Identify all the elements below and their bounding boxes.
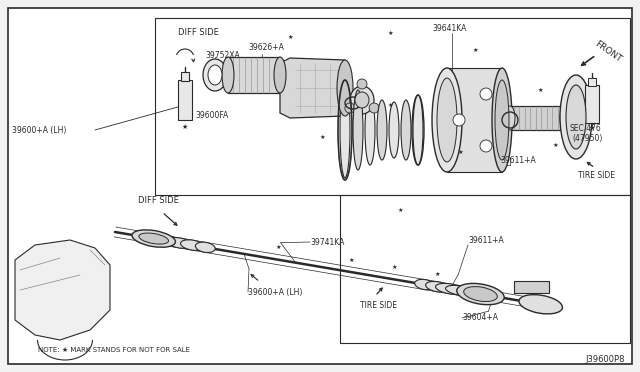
Bar — [510, 106, 565, 130]
Polygon shape — [280, 58, 345, 118]
Bar — [340, 195, 630, 343]
Bar — [588, 78, 596, 86]
Text: ★: ★ — [435, 272, 440, 277]
Ellipse shape — [413, 95, 423, 165]
Text: 39626+A: 39626+A — [248, 42, 284, 51]
Text: J39600P8: J39600P8 — [586, 356, 625, 365]
Ellipse shape — [180, 240, 204, 250]
Text: DIFF SIDE: DIFF SIDE — [178, 28, 219, 36]
Text: ★: ★ — [387, 31, 393, 35]
Ellipse shape — [357, 79, 367, 89]
Ellipse shape — [480, 140, 492, 152]
Text: 39641KA: 39641KA — [432, 23, 467, 32]
Ellipse shape — [480, 88, 492, 100]
Ellipse shape — [505, 106, 515, 130]
Ellipse shape — [208, 65, 222, 85]
Bar — [228, 57, 280, 93]
Ellipse shape — [492, 68, 512, 172]
Bar — [585, 85, 599, 123]
Ellipse shape — [222, 57, 234, 93]
Text: ★: ★ — [392, 265, 397, 270]
Ellipse shape — [415, 279, 435, 290]
Text: 39600+A (LH): 39600+A (LH) — [12, 125, 67, 135]
Ellipse shape — [345, 103, 355, 113]
Ellipse shape — [355, 92, 369, 108]
Text: (47950): (47950) — [572, 134, 602, 142]
Text: ★: ★ — [552, 142, 558, 148]
Bar — [514, 280, 549, 293]
Text: ★: ★ — [537, 87, 543, 93]
Ellipse shape — [369, 103, 379, 113]
Text: FRONT: FRONT — [593, 39, 623, 64]
Ellipse shape — [426, 282, 449, 292]
Ellipse shape — [389, 102, 399, 158]
Ellipse shape — [337, 60, 353, 116]
Text: SEC.476: SEC.476 — [570, 124, 602, 132]
Text: ★: ★ — [387, 103, 393, 108]
Ellipse shape — [195, 242, 215, 253]
Bar — [155, 18, 630, 195]
Ellipse shape — [377, 100, 387, 160]
Text: ★: ★ — [287, 35, 293, 39]
Ellipse shape — [365, 95, 375, 165]
Ellipse shape — [432, 68, 462, 172]
Ellipse shape — [203, 59, 227, 91]
Ellipse shape — [464, 286, 497, 302]
Ellipse shape — [560, 75, 592, 159]
Ellipse shape — [445, 285, 481, 297]
Ellipse shape — [401, 100, 411, 160]
Text: TIRE SIDE: TIRE SIDE — [578, 170, 615, 180]
Ellipse shape — [457, 283, 504, 305]
Ellipse shape — [132, 230, 175, 247]
Bar — [178, 80, 192, 120]
Text: ★: ★ — [589, 125, 595, 131]
Text: ★: ★ — [276, 245, 281, 250]
Text: 39600+A (LH): 39600+A (LH) — [248, 288, 302, 296]
Ellipse shape — [566, 85, 586, 149]
Ellipse shape — [495, 80, 509, 160]
Text: 39611+A: 39611+A — [500, 155, 536, 164]
Text: ★: ★ — [349, 258, 355, 263]
Polygon shape — [15, 240, 110, 340]
Ellipse shape — [436, 283, 465, 295]
Text: NOTE: ★ MARK STANDS FOR NOT FOR SALE: NOTE: ★ MARK STANDS FOR NOT FOR SALE — [38, 347, 190, 353]
Ellipse shape — [340, 82, 350, 178]
Text: 39604+A: 39604+A — [462, 314, 498, 323]
Ellipse shape — [274, 57, 286, 93]
Ellipse shape — [353, 90, 363, 170]
Text: ★: ★ — [457, 150, 463, 154]
Ellipse shape — [519, 295, 563, 314]
Ellipse shape — [437, 78, 457, 162]
Text: DIFF SIDE: DIFF SIDE — [138, 196, 179, 205]
Text: 39600FA: 39600FA — [195, 110, 228, 119]
Text: TIRE SIDE: TIRE SIDE — [360, 301, 397, 310]
Ellipse shape — [560, 106, 570, 130]
Ellipse shape — [350, 86, 374, 114]
Text: ★: ★ — [472, 48, 478, 52]
Bar — [447, 68, 502, 172]
Text: ★: ★ — [397, 208, 403, 212]
Bar — [181, 72, 189, 81]
Ellipse shape — [453, 114, 465, 126]
Text: ★: ★ — [182, 124, 188, 130]
Text: ★: ★ — [319, 135, 325, 140]
Text: 39741KA: 39741KA — [310, 237, 344, 247]
Ellipse shape — [139, 233, 168, 244]
Ellipse shape — [166, 237, 193, 248]
Text: 39611+A: 39611+A — [468, 235, 504, 244]
Text: 39752XA: 39752XA — [205, 51, 240, 60]
Ellipse shape — [149, 235, 184, 247]
